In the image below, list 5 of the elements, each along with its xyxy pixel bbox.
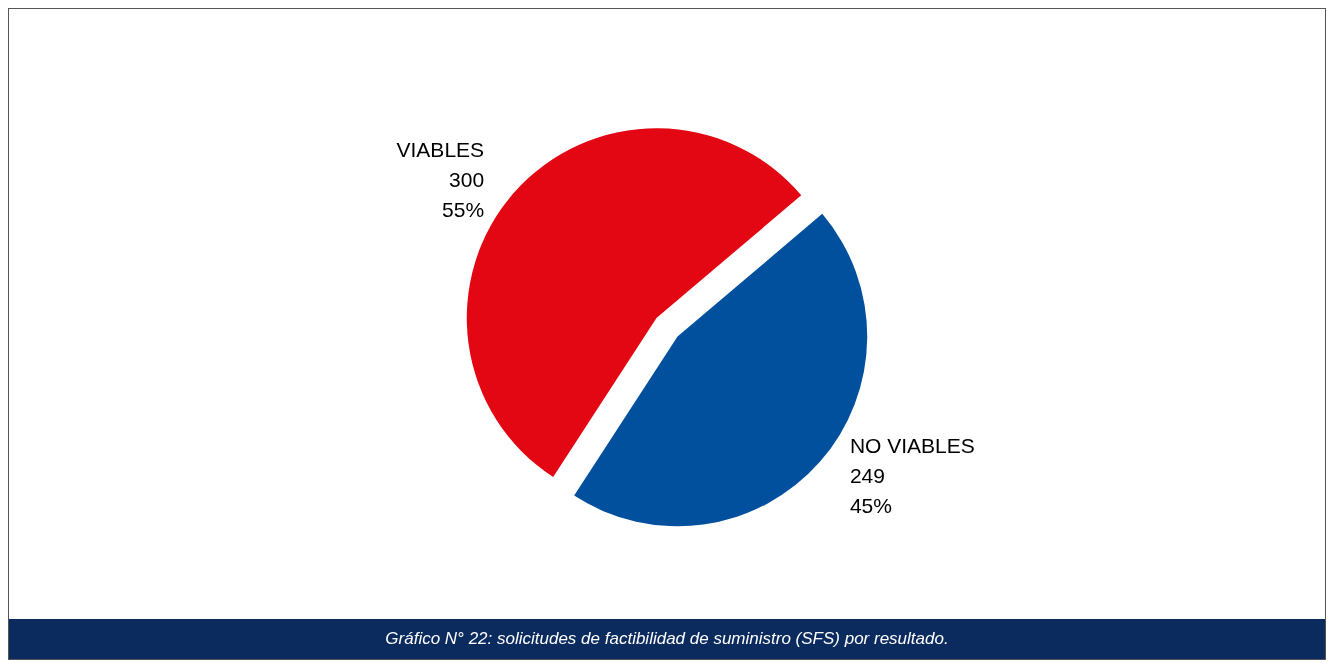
data-label: 249 45% [849, 463, 892, 517]
text: Gráfico N° 22: solicitudes de factibilidad de suministro (SFS) por resultado. [9, 619, 1325, 659]
data-label: 300 55% [442, 167, 485, 221]
slice-label: VIABLES [396, 137, 485, 161]
slice-label: NO VIABLES [849, 433, 975, 457]
